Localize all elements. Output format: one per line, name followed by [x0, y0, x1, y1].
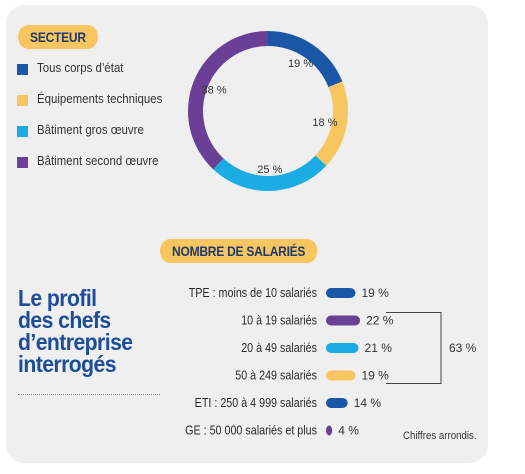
bar-category-label: TPE : moins de 10 salariés [189, 286, 317, 300]
bar-category-label: GE : 50 000 salariés et plus [185, 424, 317, 438]
profile-title-line: des chefs [18, 307, 111, 333]
bar-category-label: ETI : 250 à 4 999 salariés [195, 396, 317, 410]
bar [326, 315, 361, 326]
profile-title: Le profil des chefs d’entreprise interro… [18, 285, 133, 377]
group-total-label: 63 % [449, 341, 477, 355]
donut-slice [213, 155, 327, 191]
legend-label: Tous corps d’état [37, 60, 124, 75]
employees-heading: NOMBRE DE SALARIÉS [160, 239, 318, 263]
donut-slice [268, 31, 343, 88]
bar-value-label: 21 % [365, 341, 393, 355]
legend-swatch [17, 157, 28, 168]
group-bracket [386, 312, 442, 384]
profile-title-line: Le profil [18, 285, 97, 311]
bar-category-label: 50 à 249 salariés [235, 369, 317, 383]
chart-panel [6, 5, 488, 463]
bar-value-label: 19 % [361, 369, 389, 383]
legend-label: Équipements techniques [37, 91, 163, 106]
donut-slice-label: 18 % [312, 117, 337, 129]
profile-title-line: d’entreprise [18, 329, 133, 355]
bar-value-label: 19 % [361, 286, 389, 300]
sector-heading: SECTEUR [18, 25, 98, 49]
bar [326, 398, 348, 408]
profile-title-line: interrogés [18, 351, 117, 377]
bar-value-label: 14 % [354, 396, 382, 410]
donut-slice-label: 19 % [288, 58, 313, 70]
bar-value-label: 22 % [366, 314, 394, 328]
bar [326, 288, 356, 298]
donut-slice-label: 38 % [202, 85, 227, 97]
title-divider [18, 394, 160, 395]
donut-slice [315, 81, 348, 166]
bar [326, 425, 333, 436]
legend-label: Bâtiment gros œuvre [37, 122, 144, 137]
bar [326, 343, 359, 353]
bar-category-label: 10 à 19 salariés [241, 314, 317, 328]
footnote: Chiffres arrondis. [403, 430, 477, 442]
donut-slice [188, 31, 268, 170]
legend-swatch [17, 64, 28, 75]
bar-category-label: 20 à 49 salariés [241, 341, 317, 355]
donut-slice-label: 25 % [257, 164, 282, 176]
legend-label: Bâtiment second œuvre [37, 153, 159, 168]
bar-value-label: 4 % [338, 424, 359, 438]
sector-donut-chart: 19 % 18 % 25 % 38 % [188, 31, 348, 191]
legend-swatch [17, 95, 28, 106]
legend-swatch [17, 126, 28, 137]
bar [326, 370, 356, 381]
